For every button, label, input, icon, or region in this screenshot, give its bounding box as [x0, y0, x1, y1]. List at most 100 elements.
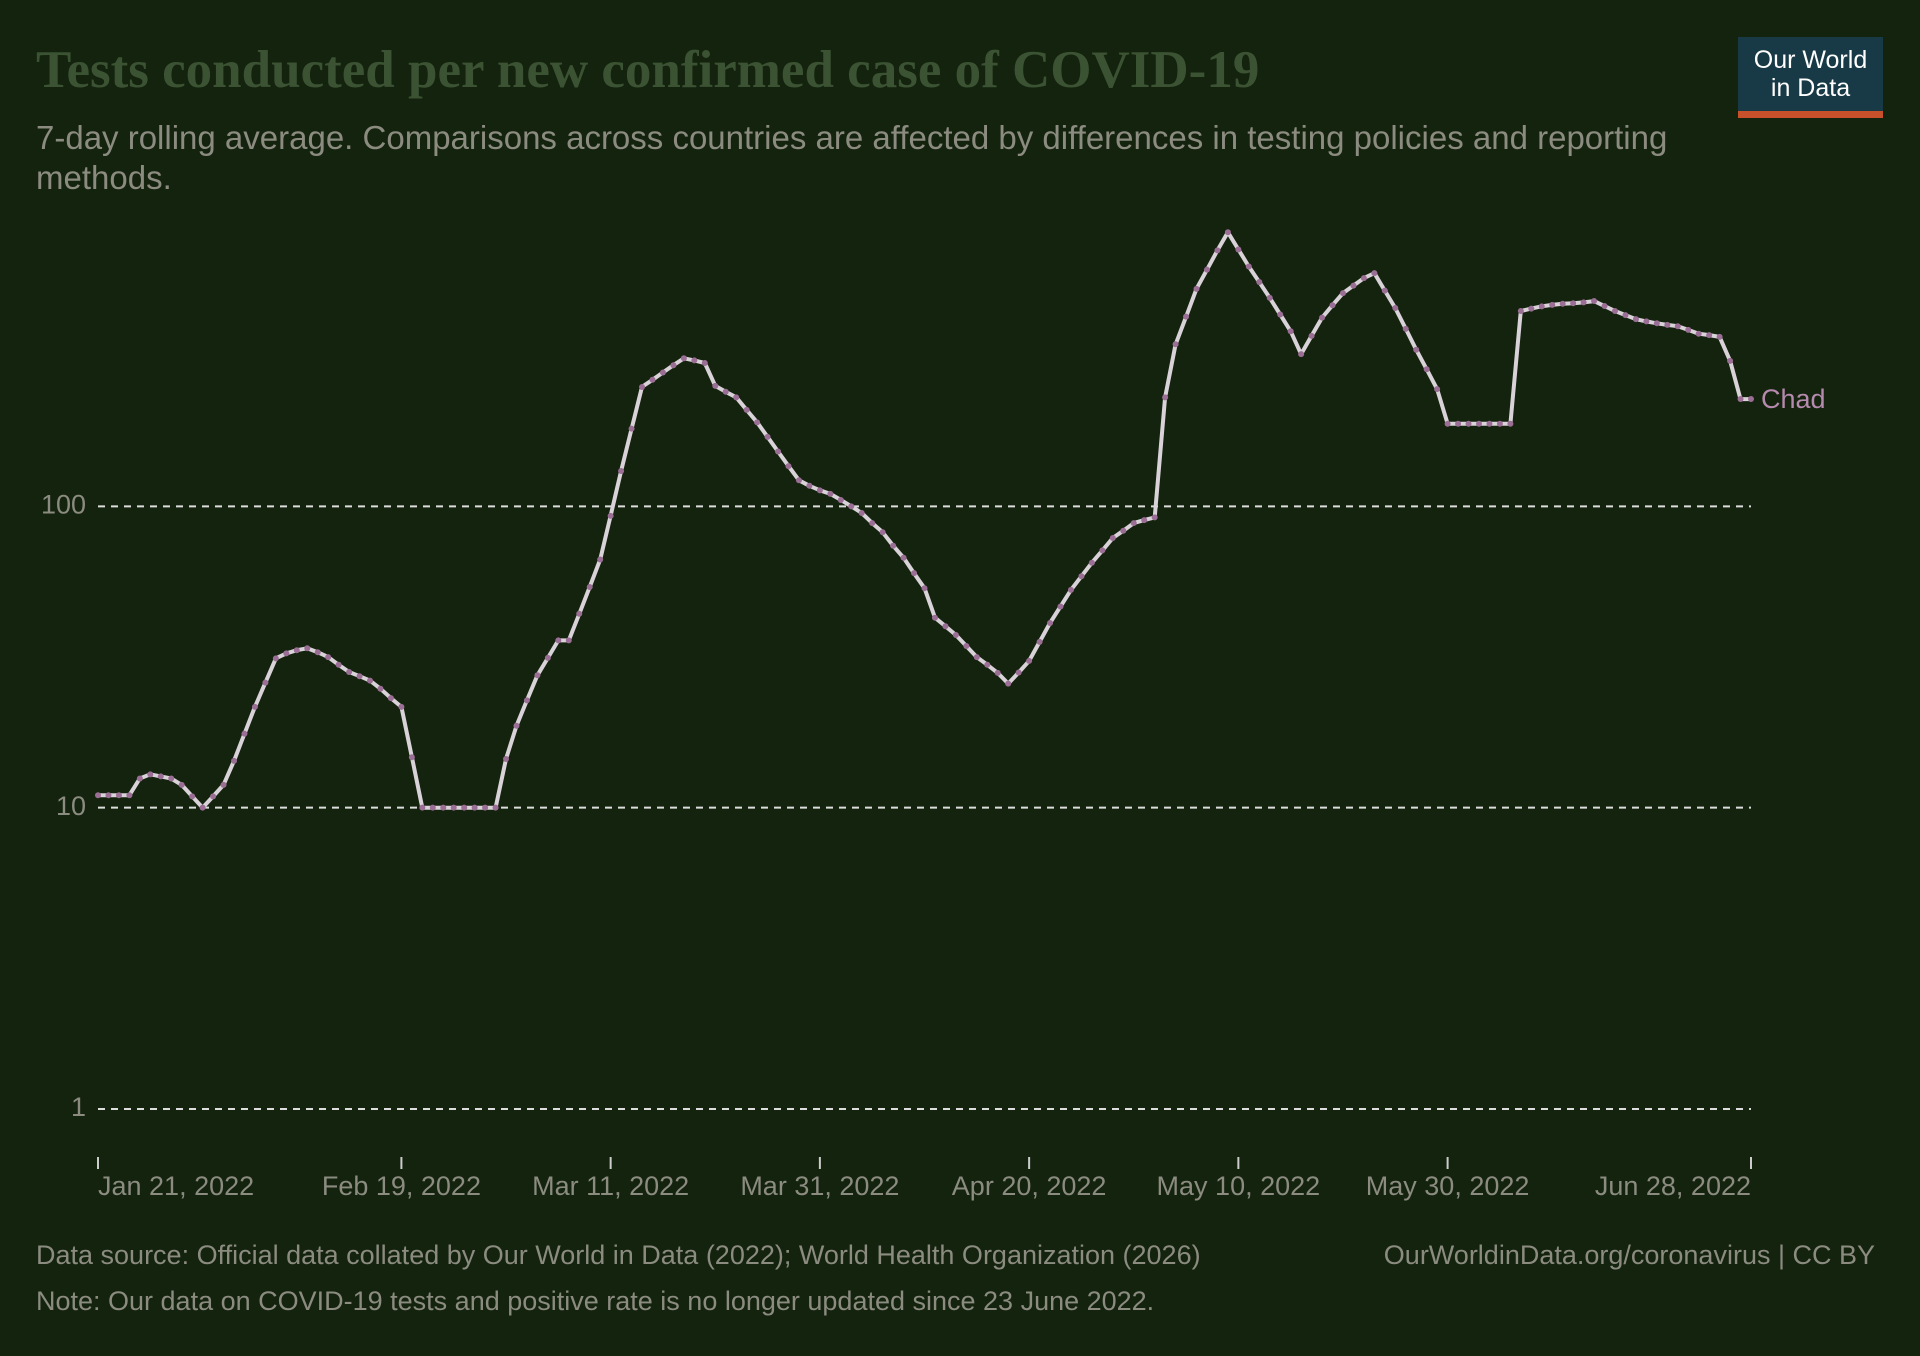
data-point: [1685, 326, 1692, 333]
data-point: [1653, 320, 1660, 327]
data-point: [1120, 527, 1127, 534]
data-point: [1026, 657, 1033, 664]
data-point: [1245, 263, 1252, 270]
data-point: [628, 425, 635, 432]
data-point: [377, 685, 384, 692]
data-point: [565, 637, 572, 644]
data-point: [157, 773, 164, 780]
data-point: [1151, 514, 1158, 521]
data-point: [304, 645, 311, 652]
data-point: [178, 781, 185, 788]
data-point: [931, 614, 938, 621]
data-point: [1036, 638, 1043, 645]
data-point: [1475, 420, 1482, 427]
data-point: [607, 512, 614, 519]
data-point: [408, 754, 415, 761]
data-point: [272, 655, 279, 662]
y-tick-label: 100: [41, 489, 86, 519]
data-point: [1162, 394, 1169, 401]
data-point: [325, 654, 332, 661]
data-point: [1256, 279, 1263, 286]
data-point: [346, 668, 353, 675]
data-point: [1109, 535, 1116, 542]
data-point: [1088, 559, 1095, 566]
data-point: [576, 610, 583, 617]
data-point: [1224, 229, 1231, 236]
data-point: [764, 433, 771, 440]
data-point: [754, 419, 761, 426]
data-point: [1371, 270, 1378, 277]
data-point: [367, 677, 374, 684]
data-point: [231, 757, 238, 764]
data-point: [785, 463, 792, 470]
data-point: [1381, 287, 1388, 294]
data-point: [1172, 341, 1179, 348]
data-point: [1570, 300, 1577, 307]
logo-line: in Data: [1770, 74, 1851, 102]
data-point: [1402, 325, 1409, 332]
data-point: [136, 775, 143, 782]
data-point: [1047, 620, 1054, 627]
data-point: [283, 650, 290, 657]
data-point: [440, 804, 447, 811]
data-point: [597, 556, 604, 563]
data-point: [523, 697, 530, 704]
data-point: [450, 804, 457, 811]
x-tick-label: May 30, 2022: [1366, 1171, 1530, 1201]
x-tick-label: Feb 19, 2022: [322, 1171, 481, 1201]
data-point: [1559, 300, 1566, 307]
data-point: [1664, 321, 1671, 328]
data-point: [827, 490, 834, 497]
data-point: [586, 583, 593, 590]
data-point: [1360, 275, 1367, 282]
x-tick-label: Mar 11, 2022: [532, 1171, 689, 1201]
data-point: [95, 792, 101, 799]
data-point: [1528, 305, 1535, 312]
data-point: [1611, 307, 1618, 314]
data-point: [189, 793, 196, 800]
data-point: [973, 654, 980, 661]
logo-line: Our World: [1753, 46, 1868, 74]
data-point: [680, 355, 687, 362]
data-point: [429, 804, 436, 811]
data-point: [639, 383, 646, 390]
data-point: [482, 804, 489, 811]
data-point: [921, 585, 928, 592]
data-point: [419, 804, 426, 811]
data-point: [513, 722, 520, 729]
data-point: [1067, 586, 1074, 593]
data-point: [1183, 313, 1190, 320]
data-point: [670, 362, 677, 369]
data-point: [1298, 351, 1305, 358]
data-point: [712, 382, 719, 389]
data-point: [461, 804, 468, 811]
data-point: [1057, 603, 1064, 610]
data-point: [251, 703, 258, 710]
data-point: [1444, 420, 1451, 427]
note: Note: Our data on COVID-19 tests and pos…: [36, 1286, 1155, 1316]
data-point: [890, 542, 897, 549]
data-point: [503, 756, 510, 763]
data-point: [105, 792, 112, 799]
x-tick-label: Jun 28, 2022: [1595, 1171, 1751, 1201]
data-point: [262, 679, 269, 686]
data-point: [1643, 318, 1650, 325]
data-point: [1455, 420, 1462, 427]
data-point: [199, 804, 206, 811]
data-point: [1099, 547, 1106, 554]
data-point: [1549, 301, 1556, 308]
data-point: [1538, 303, 1545, 310]
data-point: [115, 792, 122, 799]
data-point: [911, 570, 918, 577]
data-point: [398, 703, 405, 710]
data-point: [795, 477, 802, 484]
data-point: [1130, 520, 1137, 527]
data-point: [691, 357, 698, 364]
data-point: [1214, 247, 1221, 254]
credit: OurWorldinData.org/coronavirus | CC BY: [1383, 1240, 1875, 1270]
data-point: [1235, 246, 1242, 253]
y-tick-label: 10: [56, 791, 86, 821]
data-point: [1078, 573, 1085, 580]
data-point: [869, 520, 876, 527]
